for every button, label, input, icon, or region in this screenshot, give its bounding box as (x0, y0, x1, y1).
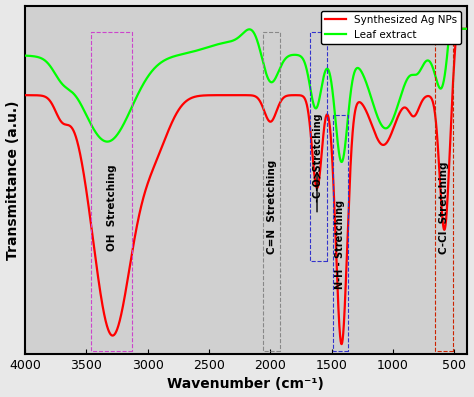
Bar (435, 32, 453, 351)
Leaf extract (22, 53, 28, 58)
Leaf extract (428, 62, 434, 66)
Leaf extract (208, 44, 213, 49)
Synthesized Ag NPs (232, 93, 238, 98)
Text: C-Cl  Stretching: C-Cl Stretching (439, 161, 449, 254)
Leaf extract (232, 37, 238, 42)
Line: Leaf extract: Leaf extract (25, 29, 466, 162)
Synthesized Ag NPs (211, 93, 217, 98)
Bar (263, 32, 280, 351)
Y-axis label: Transmittance (a.u.): Transmittance (a.u.) (6, 100, 19, 260)
Leaf extract (343, 136, 349, 141)
Synthesized Ag NPs (464, 27, 469, 31)
Leaf extract (211, 43, 217, 48)
Bar (333, 115, 347, 351)
Synthesized Ag NPs (338, 342, 344, 347)
X-axis label: Wavenumber (cm⁻¹): Wavenumber (cm⁻¹) (167, 378, 324, 391)
Bar (91, 32, 132, 351)
Text: C=N  Stretching: C=N Stretching (267, 160, 277, 254)
Synthesized Ag NPs (208, 93, 213, 98)
Synthesized Ag NPs (428, 96, 434, 100)
Leaf extract (447, 27, 453, 31)
Bar (310, 32, 327, 261)
Leaf extract (450, 27, 456, 31)
Leaf extract (339, 160, 345, 164)
Synthesized Ag NPs (450, 77, 456, 82)
Synthesized Ag NPs (343, 276, 349, 281)
Text: N-H - Stretching: N-H - Stretching (335, 200, 346, 289)
Legend: Synthesized Ag NPs, Leaf extract: Synthesized Ag NPs, Leaf extract (321, 11, 462, 44)
Text: -C-O  Stretching: -C-O Stretching (313, 114, 323, 202)
Line: Synthesized Ag NPs: Synthesized Ag NPs (25, 29, 466, 344)
Synthesized Ag NPs (22, 93, 28, 98)
Synthesized Ag NPs (454, 27, 459, 31)
Leaf extract (464, 27, 469, 31)
Text: OH  Stretching: OH Stretching (107, 164, 117, 251)
